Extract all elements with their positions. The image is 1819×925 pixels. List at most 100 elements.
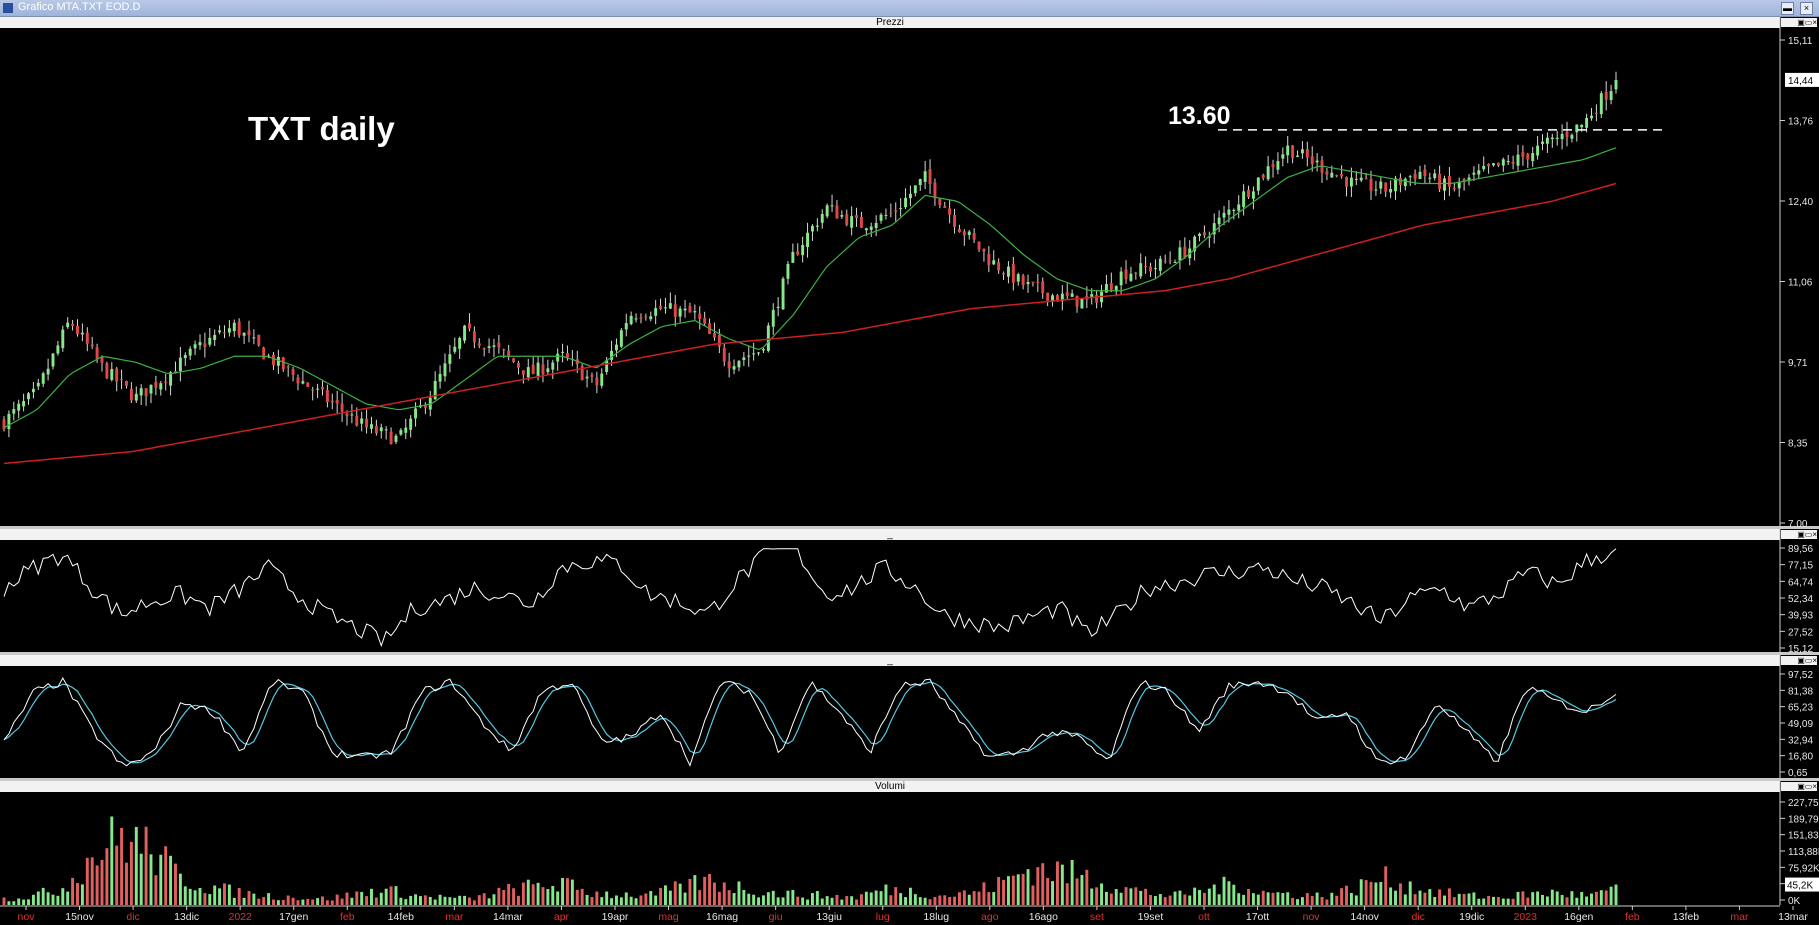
volume-bar <box>213 885 217 905</box>
candle-body <box>1418 171 1422 180</box>
candle-body <box>806 232 810 248</box>
candle-body <box>541 364 545 375</box>
candle-body <box>879 214 883 221</box>
volume-bar <box>673 881 677 905</box>
volume-bar <box>188 888 192 905</box>
volume-bar <box>1364 880 1368 905</box>
volume-bar <box>904 897 908 905</box>
close-button[interactable]: × <box>1800 2 1813 15</box>
candle-body <box>95 347 99 359</box>
volume-bar <box>1011 875 1015 905</box>
volume-bar <box>394 886 398 905</box>
y-tick-label: 189,79K <box>1788 814 1819 825</box>
volume-bar <box>879 891 883 905</box>
candle-body <box>51 353 55 367</box>
candle-body <box>1051 295 1055 302</box>
volume-bar <box>281 900 285 905</box>
candle-body <box>1325 171 1329 175</box>
candle-body <box>76 325 79 335</box>
volume-bar <box>570 879 574 905</box>
candle-body <box>1202 232 1206 236</box>
panel-controls-icon[interactable]: ▣▭× <box>1781 18 1817 27</box>
candle-body <box>468 323 471 329</box>
volume-bar <box>551 886 555 905</box>
x-tick-label: dic <box>1411 911 1424 923</box>
volume-bar <box>1026 869 1030 905</box>
x-tick-label: 19dic <box>1459 911 1484 923</box>
volume-bar <box>1599 890 1603 905</box>
volume-bar <box>164 846 168 905</box>
volume-bar <box>257 898 261 905</box>
volume-bar <box>1477 898 1481 905</box>
volume-bar <box>987 892 991 905</box>
volume-bar <box>105 848 109 905</box>
volume-bar <box>36 891 40 905</box>
volume-bar <box>747 893 751 905</box>
volume-bar <box>796 896 800 905</box>
volume-bar <box>100 859 104 905</box>
volume-bar <box>575 889 579 905</box>
volume-bar <box>453 897 457 905</box>
candle-body <box>1261 174 1265 178</box>
candle-body <box>257 335 261 346</box>
candle-body <box>394 435 398 442</box>
volume-bar <box>1501 898 1505 905</box>
candle-body <box>526 367 530 378</box>
volume-bar <box>144 826 148 905</box>
last-price-box <box>1785 72 1819 87</box>
volume-bar <box>1345 885 1348 905</box>
volume-bar <box>414 894 418 905</box>
volume-bar <box>639 895 643 905</box>
candle-body <box>1555 137 1559 139</box>
candle-body <box>1477 170 1481 175</box>
volume-bar <box>1212 884 1216 905</box>
candle-body <box>1281 154 1285 159</box>
candle-body <box>634 318 638 320</box>
volume-bar <box>497 887 501 905</box>
candle-body <box>374 426 378 434</box>
candle-body <box>771 309 775 327</box>
candle-body <box>708 323 712 334</box>
volume-bar <box>624 892 628 905</box>
volume-bar <box>1095 887 1099 905</box>
volume-bar <box>1443 895 1446 905</box>
candle-body <box>252 337 256 339</box>
candle-body <box>1310 156 1314 165</box>
volume-bar <box>311 899 315 905</box>
candle-body <box>276 356 280 366</box>
volume-bar <box>149 854 153 905</box>
volume-bar <box>1438 889 1442 905</box>
volume-bar <box>1408 881 1412 905</box>
volume-bar <box>1433 897 1437 905</box>
candle-body <box>1443 178 1446 191</box>
candle-body <box>791 252 795 263</box>
volume-bar <box>85 857 89 905</box>
candle-body <box>1109 283 1113 290</box>
volume-bar <box>1305 893 1309 905</box>
panel-controls-icon[interactable]: ▣▭× <box>1781 782 1817 791</box>
volume-bar <box>1452 897 1456 905</box>
x-tick-label: 15nov <box>65 911 94 923</box>
panel-separator[interactable] <box>0 652 1819 655</box>
volume-bar <box>1359 879 1363 905</box>
volume-bar <box>521 882 525 905</box>
volume-bar <box>766 892 770 905</box>
panel-controls-icon[interactable]: ▣▭× <box>1781 656 1817 665</box>
panel-separator[interactable] <box>0 526 1819 529</box>
candle-body <box>982 248 986 252</box>
candle-body <box>1482 165 1486 170</box>
volume-bar <box>864 891 868 905</box>
panel-separator[interactable] <box>0 778 1819 781</box>
candle-body <box>859 216 863 228</box>
minimize-button[interactable]: ▬ <box>1781 2 1794 15</box>
candle-body <box>301 381 305 384</box>
panel-controls-icon[interactable]: ▣▭× <box>1781 530 1817 539</box>
candle-body <box>232 322 236 332</box>
volume-bar <box>536 882 540 905</box>
candle-body <box>712 332 716 338</box>
volume-bar <box>134 826 138 905</box>
candle-body <box>698 313 702 319</box>
candle-body <box>110 369 114 380</box>
candle-body <box>1452 188 1456 190</box>
candle-body <box>1614 79 1618 90</box>
